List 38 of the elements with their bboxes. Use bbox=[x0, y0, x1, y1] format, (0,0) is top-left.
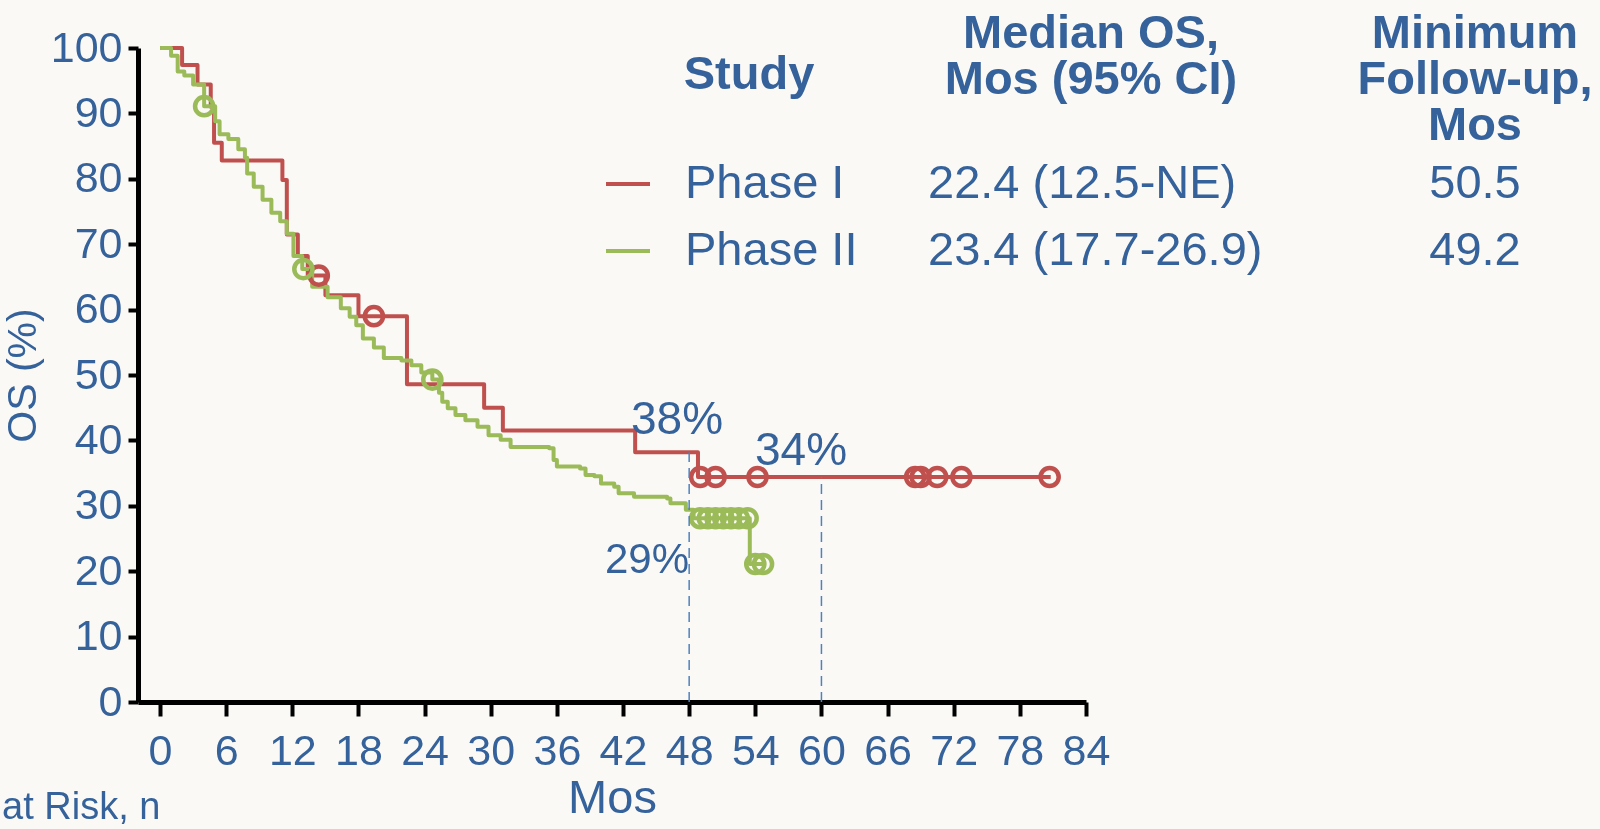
x-tick-label: 30 bbox=[467, 725, 516, 774]
text: 49.2 bbox=[1429, 222, 1521, 275]
legend-label: Phase II bbox=[685, 222, 858, 275]
annotation: Median OS, Mos (95% CI) bbox=[944, 5, 1238, 104]
y-tick-label: 40 bbox=[74, 414, 123, 463]
annotation: 23.4 (17.7-26.9) bbox=[928, 222, 1263, 275]
y-tick-label: 0 bbox=[98, 676, 123, 725]
legend-title: Study bbox=[683, 46, 815, 99]
x-tick-label: 6 bbox=[214, 725, 239, 774]
text: 50.5 bbox=[1429, 155, 1521, 208]
x-tick-label: 72 bbox=[930, 725, 979, 774]
x-tick-label: 0 bbox=[148, 725, 173, 774]
annotation: 22.4 (12.5-NE) bbox=[928, 155, 1237, 208]
annotation: 38% bbox=[630, 392, 724, 444]
y-tick-label: 90 bbox=[74, 87, 123, 136]
y-tick-label: 60 bbox=[74, 284, 123, 333]
y-tick-label: 30 bbox=[74, 480, 123, 529]
x-tick-label: 24 bbox=[401, 725, 450, 774]
y-axis-title: OS (%) bbox=[0, 308, 45, 443]
y-tick-label: 20 bbox=[74, 545, 123, 594]
x-tick-label: 84 bbox=[1062, 725, 1111, 774]
x-tick-label: 54 bbox=[731, 725, 780, 774]
annotation: 29% bbox=[604, 535, 689, 582]
x-tick-label: 78 bbox=[996, 725, 1045, 774]
y-tick-label: 50 bbox=[74, 349, 123, 398]
y-tick-label: 70 bbox=[74, 218, 123, 267]
annotation: 34% bbox=[754, 423, 848, 475]
legend-label: Phase I bbox=[685, 155, 845, 208]
x-tick-label: 66 bbox=[864, 725, 912, 774]
x-tick-label: 12 bbox=[268, 725, 317, 774]
text: Minimum Follow-up, Mos bbox=[1357, 5, 1593, 150]
text: at Risk, n bbox=[2, 785, 161, 827]
y-tick-label: 100 bbox=[50, 22, 123, 71]
x-tick-label: 18 bbox=[335, 725, 383, 774]
x-tick-label: 48 bbox=[665, 725, 714, 774]
x-tick-label: 60 bbox=[798, 725, 846, 774]
y-tick-label: 80 bbox=[74, 153, 123, 202]
y-tick-label: 10 bbox=[74, 611, 123, 660]
